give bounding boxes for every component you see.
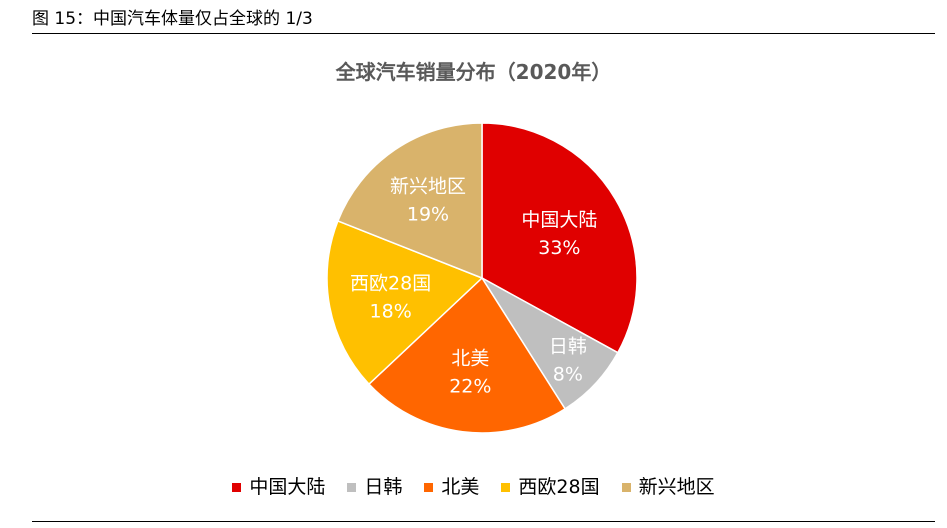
- legend-label: 中国大陆: [249, 476, 326, 498]
- legend-item: 日韩: [347, 474, 402, 500]
- pie-slice-1: [481, 122, 638, 354]
- pie-slice-3: [367, 276, 567, 434]
- pie-slice-4: [326, 219, 484, 386]
- bottom-rule: [32, 521, 935, 522]
- legend-swatch: [347, 482, 357, 492]
- figure-caption: 图 15：中国汽车体量仅占全球的 1/3: [32, 9, 313, 29]
- chart-title: 全球汽车销量分布（2020年）: [335, 60, 612, 84]
- legend-label: 日韩: [364, 476, 403, 498]
- slice-category-label: 新兴地区: [390, 176, 466, 198]
- slice-category-label: 西欧28国: [350, 272, 431, 294]
- legend-item: 新兴地区: [621, 474, 715, 500]
- slice-value-label: 33%: [538, 237, 580, 259]
- slice-value-label: 8%: [553, 364, 583, 386]
- slice-category-label: 北美: [451, 347, 489, 369]
- pie-slice-5: [336, 122, 483, 280]
- legend-swatch: [621, 482, 631, 492]
- legend-swatch: [232, 482, 242, 492]
- legend-label: 新兴地区: [638, 476, 715, 498]
- legend-item: 中国大陆: [232, 474, 325, 500]
- top-rule: [32, 33, 935, 34]
- slice-value-label: 22%: [449, 375, 491, 397]
- legend-label: 西欧28国: [518, 476, 600, 498]
- legend-swatch: [424, 482, 434, 492]
- slice-value-label: 19%: [407, 204, 449, 226]
- legend-label: 北美: [441, 476, 480, 498]
- slice-category-label: 中国大陆: [521, 209, 597, 231]
- legend-item: 西欧28国: [501, 474, 600, 500]
- legend-item: 北美: [424, 474, 479, 500]
- chart-legend: 中国大陆 日韩 北美 西欧28国 新兴地区: [0, 474, 947, 500]
- legend-swatch: [501, 482, 511, 492]
- slice-category-label: 日韩: [549, 336, 587, 358]
- slice-value-label: 18%: [370, 300, 412, 322]
